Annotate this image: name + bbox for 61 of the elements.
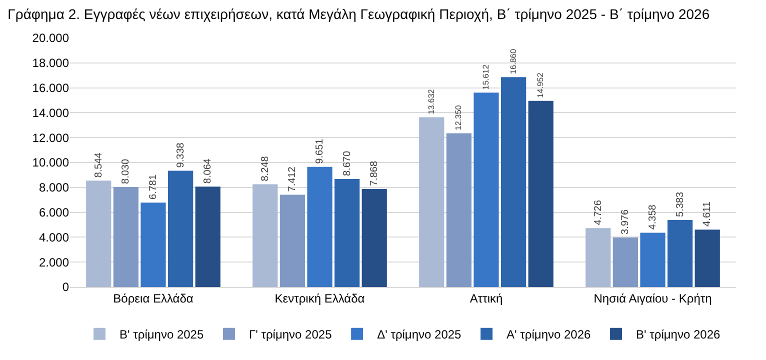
legend-label: Β' τρίμηνο 2025 <box>120 328 204 342</box>
bar <box>252 184 278 287</box>
bar <box>501 77 526 287</box>
data-label: 3.976 <box>620 208 632 234</box>
legend-label: Β' τρίμηνο 2026 <box>636 328 721 342</box>
y-tick-label: 2.000 <box>38 255 70 270</box>
data-label: 8.248 <box>260 156 271 182</box>
data-label: 16.860 <box>508 48 518 74</box>
bar <box>195 186 220 287</box>
legend-label: Α' τρίμηνο 2026 <box>506 328 592 342</box>
data-label: 7.412 <box>287 166 298 192</box>
data-label: 13.632 <box>426 88 436 114</box>
bar <box>113 187 138 287</box>
bar <box>334 179 360 287</box>
y-tick-label: 8.000 <box>38 180 70 195</box>
data-label: 8.030 <box>120 158 132 184</box>
chart-title: Γράφημα 2. Εγγραφές νέων επιχειρήσεων, κατά Μεγάλη Γεωγραφική Περιοχή, Β΄ τρίμηνο 2025 - Β΄ τρίμηνο 2026 <box>8 6 710 22</box>
y-tick-label: 10.000 <box>32 156 70 170</box>
bar <box>307 166 332 287</box>
y-tick-label: 12.000 <box>32 130 70 145</box>
data-label: 8.670 <box>342 150 353 176</box>
bar <box>640 232 666 287</box>
x-tick-label: Κεντρική Ελλάδα <box>274 291 365 306</box>
data-label: 12.350 <box>454 104 464 130</box>
bar <box>140 202 166 287</box>
data-label: 6.781 <box>148 174 159 200</box>
data-label: 8.544 <box>93 152 104 178</box>
y-tick-label: 6.000 <box>38 206 70 220</box>
bar <box>86 180 112 287</box>
x-tick-label: Νησιά Αιγαίου - Κρήτη <box>594 291 712 306</box>
bar <box>446 133 472 287</box>
data-label: 4.611 <box>702 201 714 227</box>
data-label: 4.726 <box>592 200 604 226</box>
bar <box>612 238 638 287</box>
y-tick-label: 18.000 <box>32 56 70 70</box>
data-label: 14.952 <box>536 72 546 98</box>
bar <box>586 228 611 287</box>
bar <box>668 220 693 287</box>
data-label: 9.651 <box>314 138 326 164</box>
y-tick-label: 4.000 <box>38 230 70 244</box>
legend-label: Γ' τρίμηνο 2025 <box>248 328 332 342</box>
y-tick-label: 0 <box>62 280 70 294</box>
bar <box>474 92 499 287</box>
bar <box>694 230 720 287</box>
y-tick-label: 14.000 <box>32 106 70 120</box>
data-label: 5.383 <box>674 191 686 217</box>
bar <box>419 117 444 287</box>
bar <box>168 170 194 287</box>
y-tick-label: 20.000 <box>32 31 70 46</box>
bar <box>362 189 387 287</box>
data-label: 9.338 <box>175 142 186 168</box>
data-label: 8.064 <box>202 158 214 184</box>
x-tick-label: Αττική <box>470 291 503 306</box>
bar <box>528 100 554 287</box>
bar <box>280 194 305 287</box>
data-label: 4.358 <box>647 204 658 230</box>
y-tick-label: 16.000 <box>32 81 70 95</box>
data-label: 7.868 <box>369 160 380 186</box>
data-label: 15.612 <box>481 64 490 90</box>
legend-label: Δ' τρίμηνο 2025 <box>377 328 462 342</box>
x-tick-label: Βόρεια Ελλάδα <box>113 291 194 306</box>
